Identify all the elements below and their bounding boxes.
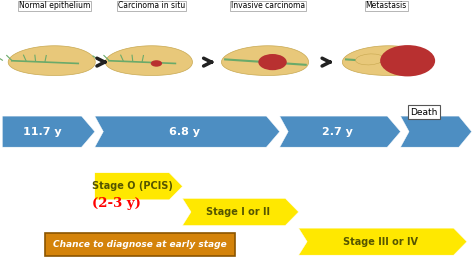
Polygon shape: [280, 116, 401, 147]
Polygon shape: [95, 116, 280, 147]
Polygon shape: [182, 198, 299, 225]
Text: Death: Death: [410, 107, 438, 117]
Text: Stage I or II: Stage I or II: [206, 207, 270, 217]
Circle shape: [258, 54, 287, 70]
Circle shape: [151, 60, 162, 67]
Text: Stage O (PCIS): Stage O (PCIS): [91, 181, 173, 191]
Text: Metastasis: Metastasis: [365, 1, 407, 10]
Text: (2-3 y): (2-3 y): [91, 197, 141, 210]
Text: Stage III or IV: Stage III or IV: [343, 237, 418, 247]
Polygon shape: [2, 116, 95, 147]
Polygon shape: [95, 173, 182, 200]
Polygon shape: [401, 116, 472, 147]
FancyBboxPatch shape: [45, 233, 235, 256]
Polygon shape: [8, 46, 95, 75]
Ellipse shape: [356, 54, 384, 65]
Polygon shape: [221, 46, 309, 75]
Polygon shape: [342, 46, 429, 75]
Polygon shape: [299, 228, 467, 255]
Text: 11.7 y: 11.7 y: [23, 127, 61, 137]
Text: Invasive carcinoma: Invasive carcinoma: [231, 1, 305, 10]
Text: 6.8 y: 6.8 y: [169, 127, 201, 137]
Text: 2.7 y: 2.7 y: [322, 127, 353, 137]
Text: Carcinoma in situ: Carcinoma in situ: [118, 1, 185, 10]
Polygon shape: [105, 46, 192, 75]
Text: Normal epithelium: Normal epithelium: [19, 1, 90, 10]
Text: Chance to diagnose at early stage: Chance to diagnose at early stage: [53, 240, 227, 249]
Circle shape: [380, 45, 435, 76]
